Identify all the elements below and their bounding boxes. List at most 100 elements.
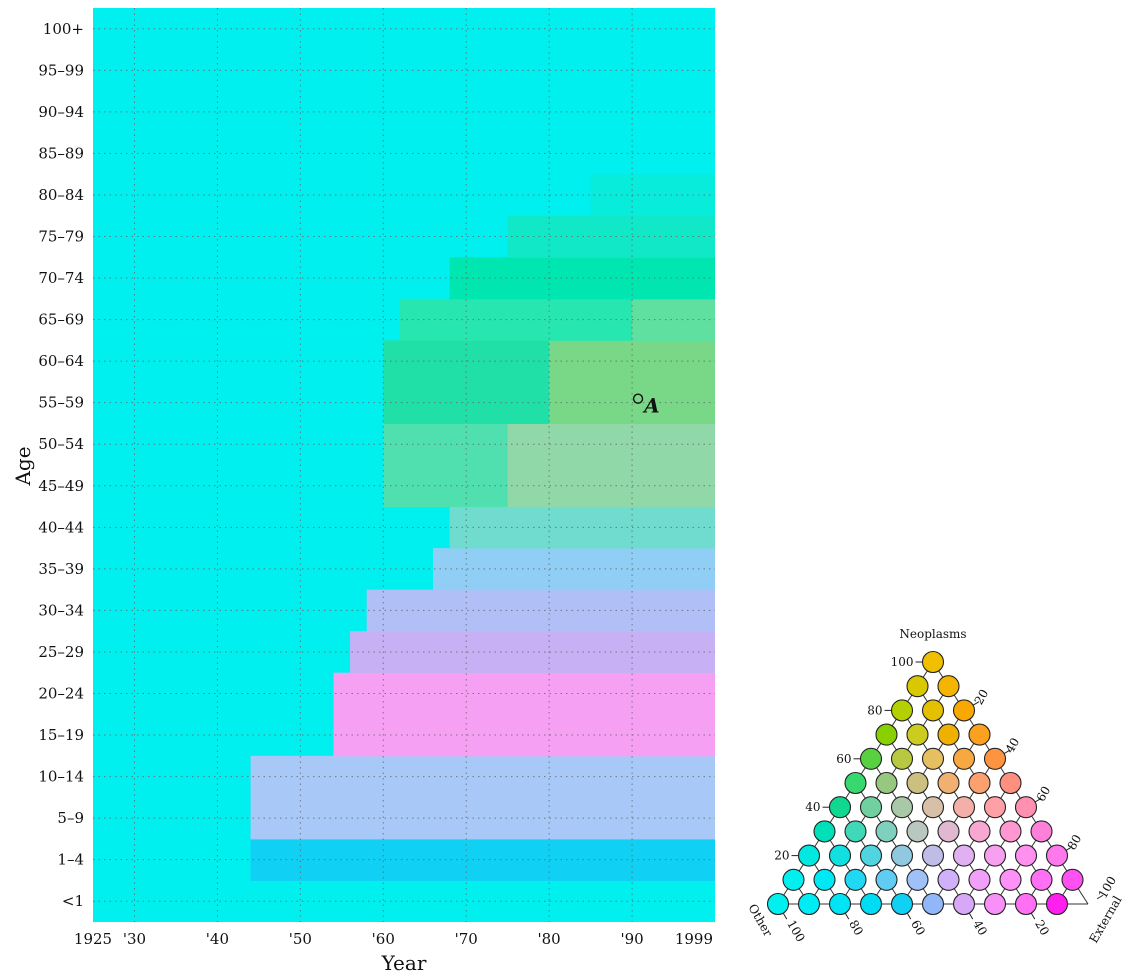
ternary-tick-bottom: 60 — [908, 918, 928, 938]
ternary-swatch — [983, 844, 1007, 867]
heatmap-region-4 — [366, 589, 715, 632]
heatmap-cells — [93, 8, 715, 922]
ternary-tick-right: 80 — [1065, 832, 1085, 852]
x-axis-ticks: 1925 '30 '40 '50 '60 '70 '80 '90 1999 — [74, 930, 713, 948]
y-tick-label: 1–4 — [57, 851, 84, 869]
ternary-swatch — [828, 796, 852, 819]
ternary-tick — [906, 912, 912, 920]
ternary-tick-right: 60 — [1034, 784, 1054, 804]
ternary-swatch — [921, 796, 945, 819]
x-tick-label: '80 — [538, 930, 561, 948]
ternary-tick-left: 100 — [891, 655, 914, 669]
ternary-swatch — [844, 820, 867, 843]
ternary-tick-left: 80 — [867, 703, 882, 717]
ternary-swatch — [983, 747, 1007, 770]
ternary-swatch — [1030, 820, 1053, 843]
heatmap-region-1 — [250, 755, 715, 798]
heatmap-region-1 — [250, 797, 715, 840]
y-tick-label: 10–14 — [38, 768, 84, 786]
ternary-swatch — [921, 650, 945, 674]
chart-annotations: A — [632, 393, 660, 418]
heatmap-region-2 — [333, 714, 715, 757]
heatmap-region-5 — [433, 548, 715, 591]
ternary-swatch — [937, 868, 960, 891]
x-tick-label: '30 — [123, 930, 146, 948]
y-tick-label: 75–79 — [38, 228, 84, 246]
ternary-swatch — [983, 796, 1007, 819]
ternary-swatch — [1061, 868, 1084, 891]
ternary-swatch — [782, 868, 805, 891]
ternary-swatch — [906, 820, 929, 843]
ternary-swatch — [875, 771, 898, 795]
ternary-swatch — [906, 675, 929, 698]
ternary-swatch — [921, 747, 945, 770]
x-tick-label: '70 — [455, 930, 478, 948]
ternary-swatch — [952, 892, 976, 916]
y-tick-label: 50–54 — [38, 435, 84, 453]
ternary-swatch — [875, 723, 898, 746]
ternary-tick — [972, 701, 980, 706]
ternary-swatch — [999, 820, 1022, 843]
ternary-tick — [1065, 846, 1073, 851]
ternary-swatch — [921, 892, 945, 916]
y-tick-label: 100+ — [43, 20, 84, 38]
ternary-swatch — [921, 844, 945, 867]
ternary-swatch — [937, 771, 960, 795]
ternary-swatch — [952, 699, 976, 722]
ternary-tick-bottom: 100 — [784, 918, 808, 945]
ternary-swatch — [890, 844, 914, 867]
y-tick-label: 60–64 — [38, 352, 84, 370]
ternary-swatch — [859, 796, 883, 819]
ternary-swatch — [906, 868, 929, 891]
ternary-tick-bottom: 80 — [846, 918, 866, 938]
ternary-swatch — [1014, 796, 1038, 819]
heatmap-region-2 — [333, 672, 715, 715]
y-tick-label: 95–99 — [38, 61, 84, 79]
y-axis-ticks: <1 1–4 5–9 10–14 15–19 20–24 25–29 30–34 35–39 40… — [38, 20, 84, 910]
ternary-swatch — [766, 892, 790, 916]
y-tick-label: 85–89 — [38, 144, 84, 162]
x-tick-label: '50 — [289, 930, 312, 948]
ternary-axis-top: Neoplasms — [899, 627, 966, 641]
ternary-swatch — [797, 892, 821, 916]
grid-lines — [93, 8, 715, 922]
ternary-swatch — [844, 771, 867, 795]
ternary-tick — [782, 912, 788, 920]
ternary-swatch — [1030, 868, 1053, 891]
ternary-tick — [1003, 749, 1011, 754]
ternary-swatch — [968, 771, 991, 795]
x-tick-label: '90 — [620, 930, 643, 948]
y-tick-label: 55–59 — [38, 394, 84, 412]
ternary-swatch — [1045, 844, 1069, 867]
ternary-swatch — [1014, 892, 1038, 916]
ternary-swatch — [813, 820, 836, 843]
y-tick-label: 90–94 — [38, 103, 84, 121]
ternary-swatch — [937, 820, 960, 843]
ternary-tick-left: 20 — [774, 849, 789, 863]
ternary-tick-left: 40 — [805, 800, 820, 814]
ternary-swatch — [952, 747, 976, 770]
ternary-swatch — [828, 844, 852, 867]
ternary-swatch — [813, 868, 836, 891]
y-tick-label: 5–9 — [57, 809, 84, 827]
ternary-swatch — [906, 771, 929, 795]
y-tick-label: 15–19 — [38, 726, 84, 744]
ternary-tick — [968, 912, 974, 920]
ternary-swatch — [937, 675, 960, 698]
ternary-swatch — [999, 771, 1022, 795]
heatmap-region-15 — [590, 174, 715, 217]
y-tick-label: 35–39 — [38, 560, 84, 578]
ternary-swatch — [890, 747, 914, 770]
ternary-swatch — [937, 723, 960, 746]
y-tick-label: 80–84 — [38, 186, 84, 204]
ternary-swatch — [1014, 844, 1038, 867]
ternary-swatch — [890, 796, 914, 819]
ternary-tick — [844, 912, 850, 920]
ternary-tick — [1096, 894, 1104, 900]
ternary-tick-left: 60 — [836, 752, 851, 766]
y-tick-label: <1 — [62, 892, 84, 910]
annotation-label: A — [642, 394, 660, 418]
ternary-swatch — [875, 820, 898, 843]
ternary-swatch — [983, 892, 1007, 916]
